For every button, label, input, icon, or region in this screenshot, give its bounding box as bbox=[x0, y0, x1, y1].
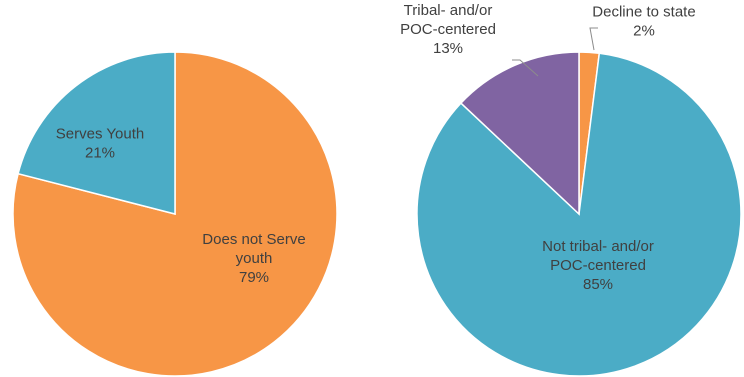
slice-name: Not tribal- and/or bbox=[542, 238, 654, 255]
tribal-poc-pie: Decline to state 2% Not tribal- and/or POC-… bbox=[400, 2, 742, 377]
slice-percent: 21% bbox=[85, 145, 115, 162]
pie-slice bbox=[17, 51, 176, 215]
slice-label: Tribal- and/or POC-centered 13% bbox=[400, 2, 496, 57]
slice-label: Serves Youth 21% bbox=[56, 126, 144, 162]
pie-slice bbox=[459, 51, 580, 216]
slice-name: POC-centered bbox=[400, 21, 496, 38]
leader-line bbox=[512, 59, 539, 77]
slice-label: Does not Serve youth 79% bbox=[202, 231, 305, 286]
youth-service-pie: Does not Serve youth 79% Serves Youth 21% bbox=[12, 51, 338, 377]
slice-name: Tribal- and/or bbox=[404, 2, 493, 19]
slice-label: Decline to state 2% bbox=[592, 4, 695, 40]
slice-name: youth bbox=[236, 250, 273, 267]
slice-percent: 85% bbox=[583, 276, 613, 293]
slice-label: Not tribal- and/or POC-centered 85% bbox=[542, 238, 654, 293]
slice-percent: 79% bbox=[239, 269, 269, 286]
slice-name: Serves Youth bbox=[56, 126, 144, 143]
slice-name: Decline to state bbox=[592, 4, 695, 21]
slice-name: Does not Serve bbox=[202, 231, 305, 248]
slice-name: POC-centered bbox=[550, 257, 646, 274]
leader-line bbox=[589, 27, 598, 51]
slice-percent: 13% bbox=[433, 40, 463, 57]
slice-percent: 2% bbox=[633, 23, 655, 40]
